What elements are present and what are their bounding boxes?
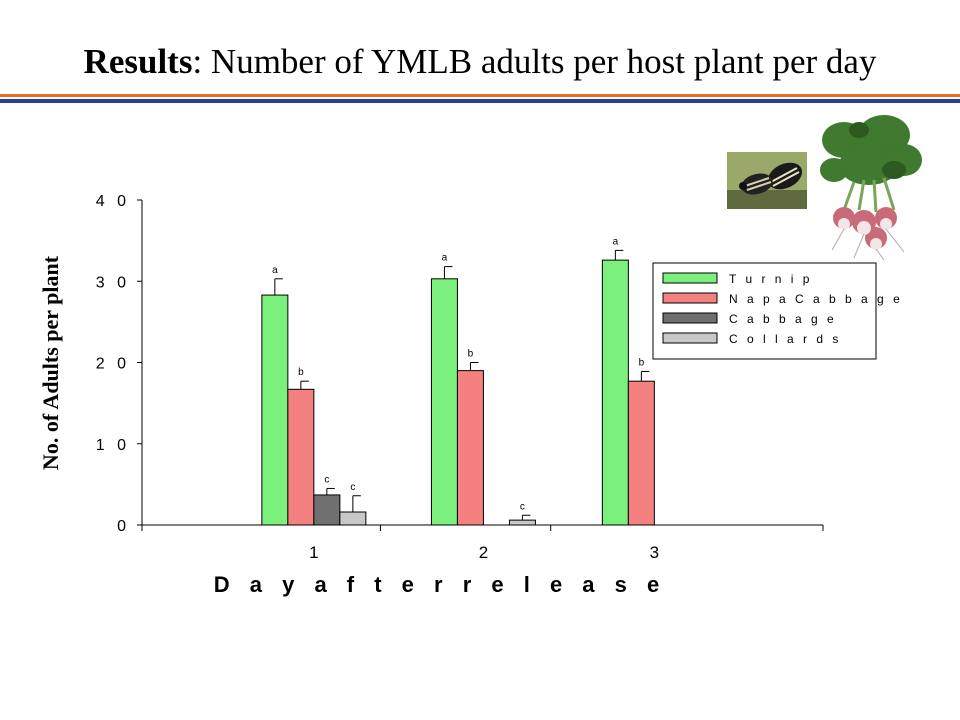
- y-tick-label: 0: [117, 518, 130, 535]
- x-axis-label: D a y a f t e r r e l e a s e: [214, 572, 666, 597]
- significance-label: c: [324, 474, 329, 485]
- turnip-photo: [820, 115, 922, 260]
- y-tick-label: 2 0: [96, 356, 130, 373]
- significance-label: a: [272, 265, 278, 276]
- bar: [508, 519, 536, 526]
- bar: [627, 380, 655, 526]
- x-tick-label: 3: [650, 543, 659, 562]
- significance-label: b: [298, 367, 304, 378]
- bar: [313, 494, 341, 526]
- significance-label: b: [468, 349, 474, 360]
- legend-swatch: [662, 312, 718, 324]
- bar: [339, 511, 367, 526]
- y-tick-label: 1 0: [96, 437, 130, 454]
- slide-title: Results: Number of YMLB adults per host …: [0, 42, 960, 82]
- bar: [261, 294, 289, 526]
- legend-swatch: [662, 272, 718, 284]
- x-tick-label: 1: [309, 543, 318, 562]
- y-axis-label: No. of Adults per plant: [38, 255, 63, 470]
- title-rest: : Number of YMLB adults per host plant p…: [192, 42, 877, 81]
- significance-label: a: [613, 236, 619, 247]
- legend-label: N a p a C a b b a g e: [729, 292, 903, 306]
- title-rule-orange: [0, 94, 960, 97]
- legend-label: C a b b a g e: [729, 312, 837, 326]
- bar: [287, 388, 315, 526]
- y-tick-label: 4 0: [96, 193, 130, 210]
- bar: [601, 259, 629, 526]
- significance-label: c: [520, 501, 525, 512]
- y-tick-label: 3 0: [96, 274, 130, 291]
- beetle-photo: [727, 152, 807, 209]
- x-tick-label: 2: [479, 543, 488, 562]
- significance-label: a: [442, 253, 448, 264]
- legend-swatch: [662, 332, 718, 344]
- bar: [430, 278, 458, 526]
- bar: [456, 370, 484, 526]
- legend-swatch: [662, 292, 718, 304]
- title-rule-blue: [0, 99, 960, 103]
- plot-area: 0 1 0 2 0 3 0 4 0 1 2 3 a a a b b b c c c: [96, 193, 824, 562]
- legend: T u r n i p N a p a C a b b a g e C a b b …: [652, 262, 903, 360]
- significance-label: b: [639, 357, 645, 368]
- legend-label: T u r n i p: [729, 272, 812, 286]
- significance-label: c: [350, 482, 355, 493]
- title-bold: Results: [83, 42, 193, 81]
- legend-label: C o l l a r d s: [729, 332, 841, 346]
